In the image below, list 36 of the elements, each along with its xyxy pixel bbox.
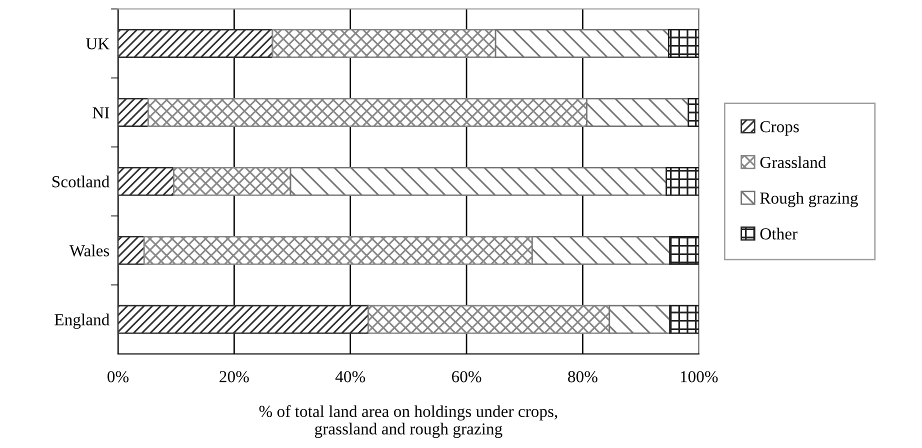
x-tick-label: 40%: [335, 371, 366, 382]
bar: [118, 236, 145, 265]
y-tick-label: England: [54, 314, 110, 329]
bar: [688, 98, 699, 127]
legend-label: Grassland: [760, 156, 826, 168]
bar: [272, 28, 496, 58]
bar: [118, 166, 174, 196]
legend-label: Crops: [760, 121, 799, 136]
bar: [531, 236, 671, 265]
bar: [290, 166, 668, 196]
bar: [668, 28, 699, 58]
bar: [148, 98, 588, 127]
x-tick-label: 80%: [568, 371, 598, 382]
x-tick-label: 100%: [680, 371, 718, 382]
y-tick-label: UK: [86, 38, 110, 50]
y-tick-label: NI: [92, 107, 110, 118]
x-tick-label: 60%: [452, 371, 482, 382]
bar: [118, 28, 274, 58]
x-tick-label: 20%: [220, 371, 249, 382]
bar: [118, 98, 149, 127]
bar: [143, 236, 533, 265]
bar: [669, 304, 699, 334]
legend-label: Rough grazing: [760, 192, 858, 208]
bar: [368, 304, 610, 334]
bar: [586, 98, 690, 127]
bar: [608, 304, 671, 334]
x-tick-label: 0%: [108, 371, 129, 382]
bar: [669, 236, 699, 265]
bar: [118, 304, 370, 334]
bar: [173, 166, 292, 196]
bar: [666, 166, 699, 196]
y-tick-label: Wales: [69, 244, 110, 256]
bar: [494, 28, 670, 58]
legend-label: Other: [760, 228, 798, 240]
y-tick-label: Scotland: [52, 176, 110, 188]
x-axis-title: % of total land area on holdings under crops, grassland and rough grazing: [259, 405, 558, 438]
